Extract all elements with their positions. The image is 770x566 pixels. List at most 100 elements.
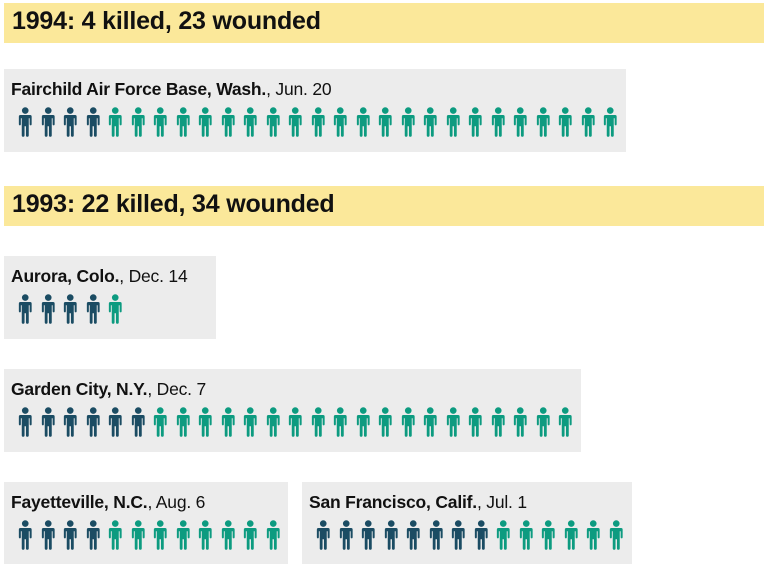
- wounded-person-icon: [221, 407, 235, 437]
- wounded-person-icon: [356, 407, 370, 437]
- year-header-1993: 1993: 22 killed, 34 wounded: [4, 186, 764, 226]
- incident-place: Aurora, Colo.: [11, 266, 120, 286]
- killed-person-icon: [316, 520, 330, 550]
- killed-person-icon: [86, 294, 100, 324]
- incident-place: Fairchild Air Force Base, Wash.: [11, 79, 267, 99]
- killed-person-icon: [339, 520, 353, 550]
- wounded-person-icon: [536, 407, 550, 437]
- incident-date: , Dec. 14: [119, 266, 188, 286]
- incident-card-fairchild: Fairchild Air Force Base, Wash., Jun. 20: [4, 69, 626, 152]
- killed-person-icon: [131, 407, 145, 437]
- wounded-person-icon: [519, 520, 533, 550]
- wounded-person-icon: [176, 520, 190, 550]
- wounded-person-icon: [311, 407, 325, 437]
- wounded-person-icon: [198, 107, 212, 137]
- killed-person-icon: [429, 520, 443, 550]
- wounded-person-icon: [513, 407, 527, 437]
- incident-label: Garden City, N.Y., Dec. 7: [11, 379, 206, 400]
- killed-person-icon: [63, 407, 77, 437]
- killed-person-icon: [86, 107, 100, 137]
- wounded-person-icon: [581, 107, 595, 137]
- wounded-person-icon: [131, 520, 145, 550]
- wounded-person-icon: [153, 520, 167, 550]
- wounded-person-icon: [378, 107, 392, 137]
- wounded-person-icon: [131, 107, 145, 137]
- incident-date: , Jun. 20: [266, 79, 332, 99]
- incident-label: Aurora, Colo., Dec. 14: [11, 266, 188, 287]
- wounded-person-icon: [198, 407, 212, 437]
- incident-card-fayetteville: Fayetteville, N.C., Aug. 6: [4, 482, 288, 564]
- incident-place: Fayetteville, N.C.: [11, 492, 148, 512]
- killed-person-icon: [86, 520, 100, 550]
- wounded-person-icon: [108, 107, 122, 137]
- year-title: 1994: 4 killed, 23 wounded: [12, 7, 321, 35]
- wounded-person-icon: [311, 107, 325, 137]
- year-header-1994: 1994: 4 killed, 23 wounded: [4, 3, 764, 43]
- incident-label: Fairchild Air Force Base, Wash., Jun. 20: [11, 79, 332, 100]
- wounded-person-icon: [468, 407, 482, 437]
- wounded-person-icon: [491, 407, 505, 437]
- wounded-person-icon: [513, 107, 527, 137]
- wounded-person-icon: [558, 107, 572, 137]
- wounded-person-icon: [423, 107, 437, 137]
- wounded-person-icon: [401, 107, 415, 137]
- killed-person-icon: [18, 520, 32, 550]
- incident-label: San Francisco, Calif., Jul. 1: [309, 492, 527, 513]
- wounded-person-icon: [446, 407, 460, 437]
- wounded-person-icon: [176, 407, 190, 437]
- casualty-figures: [14, 107, 622, 137]
- killed-person-icon: [41, 107, 55, 137]
- wounded-person-icon: [468, 107, 482, 137]
- wounded-person-icon: [564, 520, 578, 550]
- wounded-person-icon: [541, 520, 555, 550]
- year-title: 1993: 22 killed, 34 wounded: [12, 190, 335, 218]
- wounded-person-icon: [153, 107, 167, 137]
- wounded-person-icon: [609, 520, 623, 550]
- wounded-person-icon: [198, 520, 212, 550]
- wounded-person-icon: [586, 520, 600, 550]
- wounded-person-icon: [243, 107, 257, 137]
- wounded-person-icon: [288, 407, 302, 437]
- wounded-person-icon: [496, 520, 510, 550]
- wounded-person-icon: [401, 407, 415, 437]
- wounded-person-icon: [288, 107, 302, 137]
- killed-person-icon: [18, 107, 32, 137]
- wounded-person-icon: [603, 107, 617, 137]
- killed-person-icon: [41, 520, 55, 550]
- incident-date: , Aug. 6: [147, 492, 206, 512]
- incident-card-garden-city: Garden City, N.Y., Dec. 7: [4, 369, 581, 452]
- wounded-person-icon: [108, 520, 122, 550]
- wounded-person-icon: [491, 107, 505, 137]
- incident-date: , Dec. 7: [147, 379, 207, 399]
- killed-person-icon: [41, 407, 55, 437]
- incident-place: San Francisco, Calif.: [309, 492, 477, 512]
- incident-card-san-francisco: San Francisco, Calif., Jul. 1: [302, 482, 632, 564]
- killed-person-icon: [18, 407, 32, 437]
- incident-date: , Jul. 1: [476, 492, 527, 512]
- killed-person-icon: [63, 107, 77, 137]
- killed-person-icon: [108, 407, 122, 437]
- wounded-person-icon: [266, 520, 280, 550]
- wounded-person-icon: [356, 107, 370, 137]
- wounded-person-icon: [423, 407, 437, 437]
- killed-person-icon: [361, 520, 375, 550]
- casualty-figures: [312, 520, 627, 550]
- wounded-person-icon: [446, 107, 460, 137]
- killed-person-icon: [451, 520, 465, 550]
- killed-person-icon: [63, 520, 77, 550]
- casualty-figures: [14, 294, 127, 324]
- killed-person-icon: [18, 294, 32, 324]
- incident-card-aurora: Aurora, Colo., Dec. 14: [4, 256, 216, 339]
- wounded-person-icon: [558, 407, 572, 437]
- wounded-person-icon: [221, 107, 235, 137]
- wounded-person-icon: [108, 294, 122, 324]
- killed-person-icon: [384, 520, 398, 550]
- killed-person-icon: [406, 520, 420, 550]
- wounded-person-icon: [243, 520, 257, 550]
- wounded-person-icon: [536, 107, 550, 137]
- wounded-person-icon: [176, 107, 190, 137]
- wounded-person-icon: [266, 407, 280, 437]
- wounded-person-icon: [153, 407, 167, 437]
- killed-person-icon: [474, 520, 488, 550]
- wounded-person-icon: [221, 520, 235, 550]
